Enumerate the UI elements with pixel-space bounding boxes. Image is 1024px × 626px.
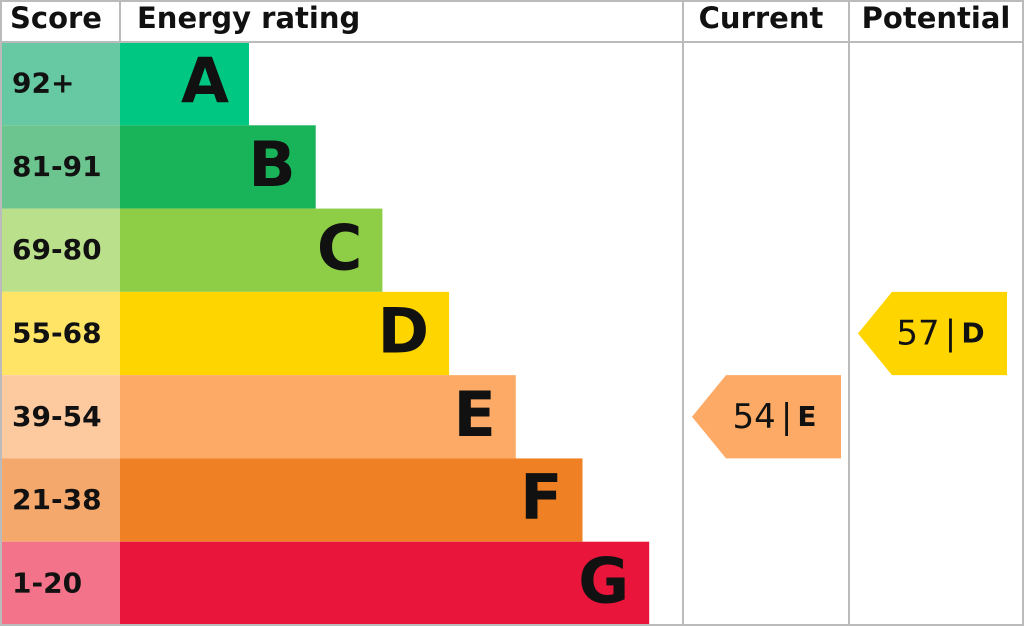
rating-bar — [120, 375, 516, 459]
rating-letter: F — [520, 461, 562, 534]
header-potential: Potential — [862, 1, 1011, 35]
rating-letter: E — [453, 378, 495, 451]
current-label-part: | — [781, 396, 792, 436]
rating-letter: D — [378, 295, 429, 368]
header-rating: Energy rating — [137, 1, 360, 35]
rating-letter: B — [248, 128, 295, 201]
score-label: 81-91 — [12, 150, 102, 183]
rating-bar — [120, 458, 583, 542]
rating-letter: C — [317, 211, 363, 284]
current-label-part: 54 — [732, 396, 775, 436]
potential-label-part: | — [945, 313, 956, 353]
current-label: 54 | E — [732, 396, 816, 436]
potential-label: 57 | D — [896, 313, 984, 353]
score-cell — [0, 42, 120, 126]
score-cell — [0, 291, 120, 376]
potential-arrow — [858, 291, 1007, 376]
rating-bar — [120, 541, 650, 625]
rating-bar — [120, 125, 316, 209]
potential-label-part: 57 — [896, 313, 939, 353]
current-label-part: E — [797, 400, 816, 433]
score-label: 21-38 — [12, 483, 102, 516]
score-cell — [0, 125, 120, 209]
score-cell — [0, 458, 120, 542]
score-label: 92+ — [12, 67, 74, 100]
header-score: Score — [10, 1, 102, 35]
rating-bar — [120, 208, 383, 292]
rating-bar — [120, 42, 249, 126]
current-arrow — [692, 375, 841, 459]
header-current: Current — [699, 1, 824, 35]
rating-letter: A — [181, 45, 229, 118]
score-cell — [0, 375, 120, 459]
score-cell — [0, 208, 120, 292]
score-label: 39-54 — [12, 400, 102, 433]
rating-letter: G — [578, 544, 629, 617]
score-label: 1-20 — [12, 566, 82, 599]
rating-bar — [120, 291, 450, 376]
score-label: 55-68 — [12, 317, 102, 350]
score-label: 69-80 — [12, 233, 102, 266]
potential-label-part: D — [961, 317, 984, 350]
score-cell — [0, 541, 120, 625]
